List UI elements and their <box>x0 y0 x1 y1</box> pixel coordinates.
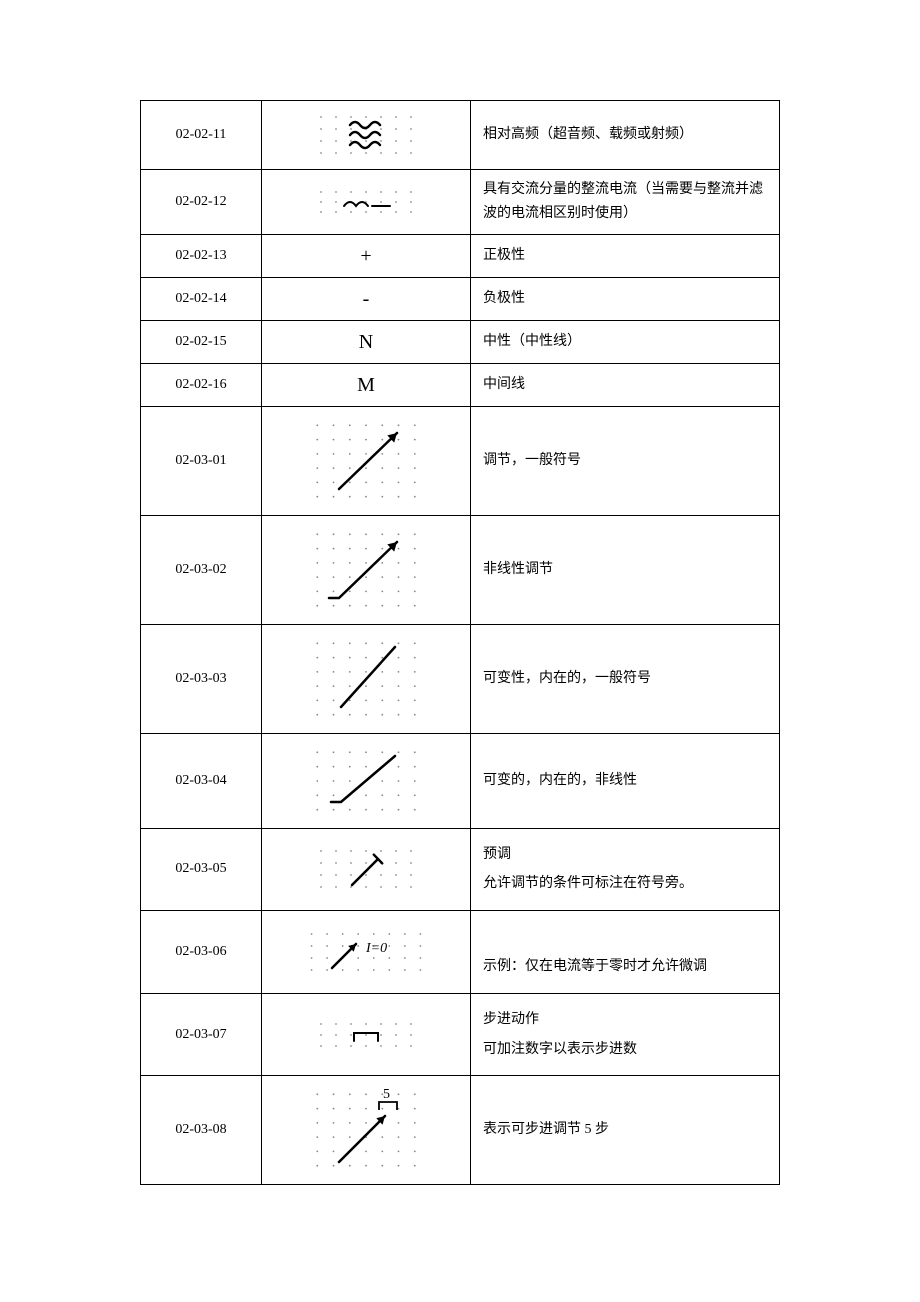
table-row: 02-03-04 可变的，内在的，非线性 <box>141 733 780 828</box>
symbol-cell <box>262 624 471 733</box>
table-row: 02-03-02 非线性调节 <box>141 515 780 624</box>
description-cell: 正极性 <box>471 234 780 277</box>
description-cell: 调节，一般符号 <box>471 406 780 515</box>
table-row: 02-03-03 可变性，内在的，一般符号 <box>141 624 780 733</box>
symbol-cell <box>262 101 471 170</box>
description-line: 步进动作 <box>483 1008 769 1032</box>
symbol-cell: + <box>262 234 471 277</box>
description-line: 允许调节的条件可标注在符号旁。 <box>483 872 769 896</box>
symbol-cell: M <box>262 363 471 406</box>
description-line: 预调 <box>483 843 769 867</box>
table-row: 02-03-06 I=0 示例：仅在电流等于零时才允许微调 <box>141 911 780 994</box>
table-row: 02-02-15N中性（中性线） <box>141 320 780 363</box>
code-cell: 02-03-04 <box>141 733 262 828</box>
symbol-cell: I=0 <box>262 911 471 994</box>
description-cell: 中间线 <box>471 363 780 406</box>
description-cell: 具有交流分量的整流电流（当需要与整流并滤波的电流相区别时使用） <box>471 170 780 235</box>
code-cell: 02-02-12 <box>141 170 262 235</box>
description-cell: 表示可步进调节 5 步 <box>471 1076 780 1185</box>
symbol-cell <box>262 406 471 515</box>
table-row: 02-03-01 调节，一般符号 <box>141 406 780 515</box>
symbol-cell: 5 <box>262 1076 471 1185</box>
code-cell: 02-03-02 <box>141 515 262 624</box>
code-cell: 02-03-06 <box>141 911 262 994</box>
description-cell: 可变性，内在的，一般符号 <box>471 624 780 733</box>
code-cell: 02-02-11 <box>141 101 262 170</box>
description-cell: 预调允许调节的条件可标注在符号旁。 <box>471 828 780 911</box>
description-cell: 示例：仅在电流等于零时才允许微调 <box>471 911 780 994</box>
svg-text:5: 5 <box>383 1087 390 1102</box>
code-cell: 02-02-14 <box>141 277 262 320</box>
code-cell: 02-03-07 <box>141 993 262 1076</box>
code-cell: 02-02-13 <box>141 234 262 277</box>
description-cell: 步进动作可加注数字以表示步进数 <box>471 993 780 1076</box>
symbol-cell: N <box>262 320 471 363</box>
code-cell: 02-03-08 <box>141 1076 262 1185</box>
description-cell: 非线性调节 <box>471 515 780 624</box>
table-row: 02-03-07 步进动作可加注数字以表示步进数 <box>141 993 780 1076</box>
symbol-table: 02-02-11 相对高频（超音频、载频或射频） 02-02-12 具有交流分量的整流… <box>140 100 780 1185</box>
table-row: 02-02-11 相对高频（超音频、载频或射频） <box>141 101 780 170</box>
code-cell: 02-02-16 <box>141 363 262 406</box>
symbol-cell <box>262 993 471 1076</box>
table-row: 02-02-14-负极性 <box>141 277 780 320</box>
table-row: 02-02-13+正极性 <box>141 234 780 277</box>
symbol-cell: - <box>262 277 471 320</box>
description-cell: 中性（中性线） <box>471 320 780 363</box>
code-cell: 02-03-01 <box>141 406 262 515</box>
table-row: 02-03-05 预调允许调节的条件可标注在符号旁。 <box>141 828 780 911</box>
code-cell: 02-03-05 <box>141 828 262 911</box>
table-row: 02-03-08 5 表示可步进调节 5 步 <box>141 1076 780 1185</box>
table-row: 02-02-16M中间线 <box>141 363 780 406</box>
description-line <box>483 925 769 949</box>
table-row: 02-02-12 具有交流分量的整流电流（当需要与整流并滤波的电流相区别时使用） <box>141 170 780 235</box>
symbol-cell <box>262 733 471 828</box>
description-cell: 相对高频（超音频、载频或射频） <box>471 101 780 170</box>
description-line: 可加注数字以表示步进数 <box>483 1038 769 1062</box>
svg-text:I=0: I=0 <box>365 941 387 956</box>
symbol-cell <box>262 170 471 235</box>
code-cell: 02-02-15 <box>141 320 262 363</box>
description-cell: 可变的，内在的，非线性 <box>471 733 780 828</box>
description-line: 示例：仅在电流等于零时才允许微调 <box>483 955 769 979</box>
symbol-cell <box>262 828 471 911</box>
code-cell: 02-03-03 <box>141 624 262 733</box>
symbol-cell <box>262 515 471 624</box>
description-cell: 负极性 <box>471 277 780 320</box>
